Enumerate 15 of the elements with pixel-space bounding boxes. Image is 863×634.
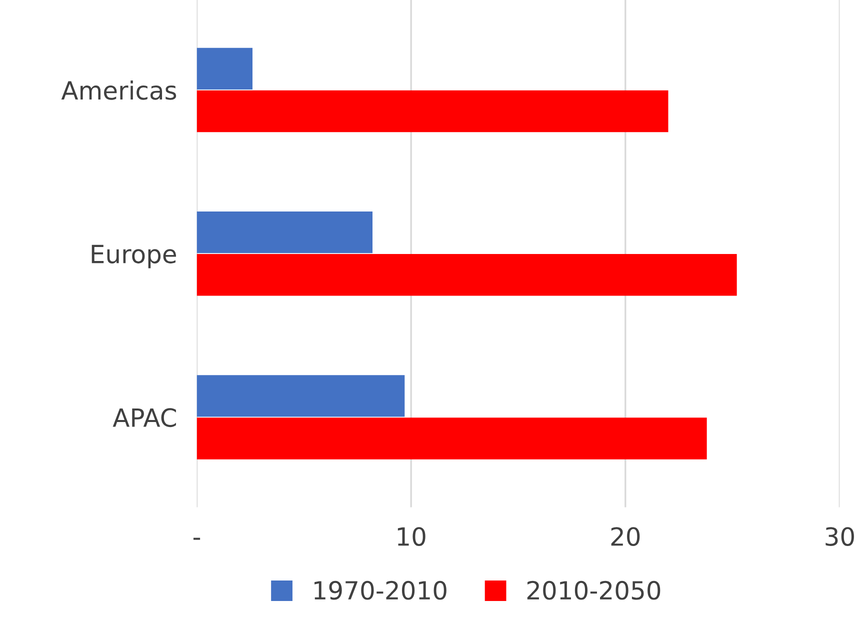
bar <box>196 90 668 132</box>
bar <box>196 48 252 90</box>
y-tick-label: Americas <box>61 80 176 100</box>
legend-label: 2010-2050 <box>527 580 660 600</box>
x-tick-label: 20 <box>611 527 640 546</box>
bar <box>196 375 405 417</box>
legend-label: 1970-2010 <box>314 580 446 600</box>
x-tick-label: 30 <box>826 527 854 546</box>
bar <box>196 254 737 296</box>
x-tick-label: - <box>193 538 200 540</box>
y-tick-label: Europe <box>92 244 176 268</box>
x-tick-label: 10 <box>398 527 426 546</box>
bar <box>196 418 707 460</box>
y-tick-label: APAC <box>112 408 176 428</box>
bar <box>196 211 372 254</box>
